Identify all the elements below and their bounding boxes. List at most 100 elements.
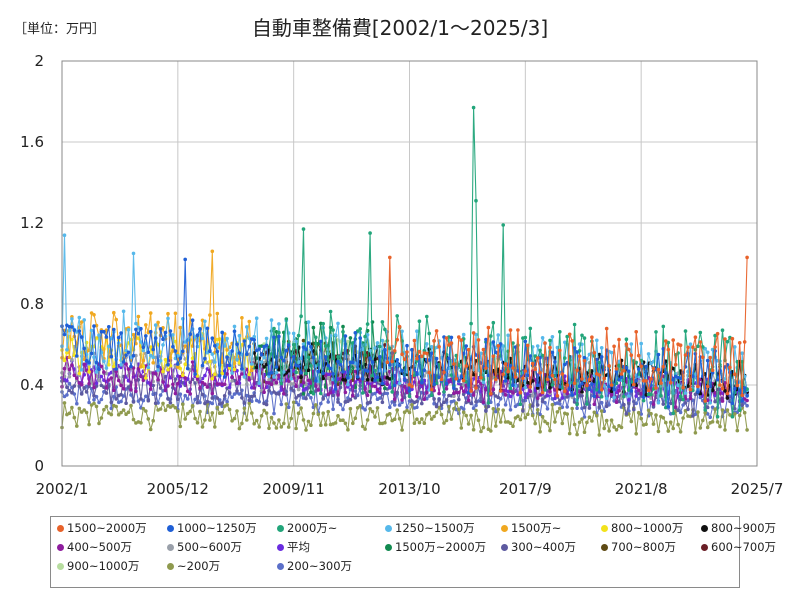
data-point xyxy=(560,396,565,400)
data-point xyxy=(417,319,422,324)
data-point xyxy=(671,411,675,416)
data-point xyxy=(733,372,737,377)
data-point xyxy=(227,363,232,368)
data-point xyxy=(121,386,126,391)
data-point xyxy=(360,391,365,395)
data-point xyxy=(636,396,641,401)
data-point xyxy=(713,399,717,404)
data-point xyxy=(112,364,116,369)
data-point xyxy=(479,351,483,356)
data-point xyxy=(530,394,535,398)
data-point xyxy=(602,376,606,381)
data-point xyxy=(723,428,727,432)
data-point xyxy=(641,398,646,403)
data-point xyxy=(92,398,96,402)
data-point xyxy=(602,426,606,431)
data-point xyxy=(198,409,202,414)
data-point xyxy=(304,347,308,352)
data-point xyxy=(355,393,360,398)
data-point xyxy=(494,350,498,355)
data-point xyxy=(185,338,190,342)
data-point xyxy=(705,405,710,410)
data-point xyxy=(336,400,340,404)
data-point xyxy=(114,397,118,401)
data-point xyxy=(262,408,266,413)
data-point xyxy=(304,371,308,376)
data-point xyxy=(523,335,528,340)
data-point xyxy=(713,345,717,349)
data-point xyxy=(590,335,594,340)
data-point xyxy=(70,390,74,395)
data-point xyxy=(299,375,303,380)
data-point xyxy=(99,374,104,379)
data-point xyxy=(358,404,363,408)
data-point xyxy=(548,345,552,350)
data-point xyxy=(92,313,96,317)
data-point xyxy=(400,329,404,334)
data-point xyxy=(466,422,471,426)
data-point xyxy=(269,370,274,375)
data-point xyxy=(296,364,301,368)
data-point xyxy=(595,338,599,343)
data-point xyxy=(242,401,247,405)
data-point xyxy=(331,407,335,412)
data-point xyxy=(565,405,569,409)
data-point xyxy=(126,410,131,415)
data-point xyxy=(70,363,74,367)
data-point xyxy=(565,391,569,396)
data-point xyxy=(498,420,503,424)
data-point xyxy=(432,414,436,419)
data-point xyxy=(570,393,574,397)
data-point xyxy=(526,412,530,417)
x-tick-label: 2021/8 xyxy=(615,480,668,498)
data-point xyxy=(535,344,540,348)
data-point xyxy=(158,358,163,363)
data-point xyxy=(220,360,224,365)
data-point xyxy=(528,389,533,394)
data-point xyxy=(464,344,469,348)
data-point xyxy=(200,425,205,429)
data-point xyxy=(375,387,380,392)
data-point xyxy=(296,402,301,407)
data-point xyxy=(375,341,380,345)
legend-marker xyxy=(385,525,392,532)
data-point xyxy=(348,336,353,340)
legend-item: 1500万~2000万 xyxy=(385,539,486,555)
data-point xyxy=(442,393,446,397)
data-point xyxy=(274,370,279,375)
data-point xyxy=(437,345,441,349)
data-point xyxy=(230,349,234,353)
data-point xyxy=(671,377,675,382)
data-point xyxy=(370,360,375,364)
data-point xyxy=(444,381,449,386)
data-point xyxy=(629,389,634,393)
x-tick-label: 2013/10 xyxy=(378,480,440,498)
data-point xyxy=(651,402,656,407)
data-point xyxy=(67,374,72,379)
data-point xyxy=(375,375,380,380)
data-point xyxy=(681,385,685,390)
data-point xyxy=(668,420,673,425)
data-point xyxy=(624,366,629,370)
data-point xyxy=(457,390,461,395)
data-point xyxy=(94,360,99,365)
data-point xyxy=(713,382,717,386)
data-point xyxy=(617,337,621,342)
data-point xyxy=(279,388,284,392)
data-point xyxy=(148,329,153,334)
data-point xyxy=(331,328,335,332)
data-point xyxy=(745,428,749,432)
data-point xyxy=(346,427,350,432)
data-point xyxy=(476,368,481,372)
data-point xyxy=(82,362,86,367)
data-point xyxy=(338,362,343,367)
data-point xyxy=(503,362,508,366)
data-point xyxy=(592,402,597,407)
data-point xyxy=(166,316,170,321)
data-point xyxy=(227,351,232,356)
data-point xyxy=(567,431,572,436)
y-tick-label: 0.8 xyxy=(20,295,44,313)
data-point xyxy=(378,391,382,395)
data-point xyxy=(242,406,247,411)
data-point xyxy=(363,427,367,431)
